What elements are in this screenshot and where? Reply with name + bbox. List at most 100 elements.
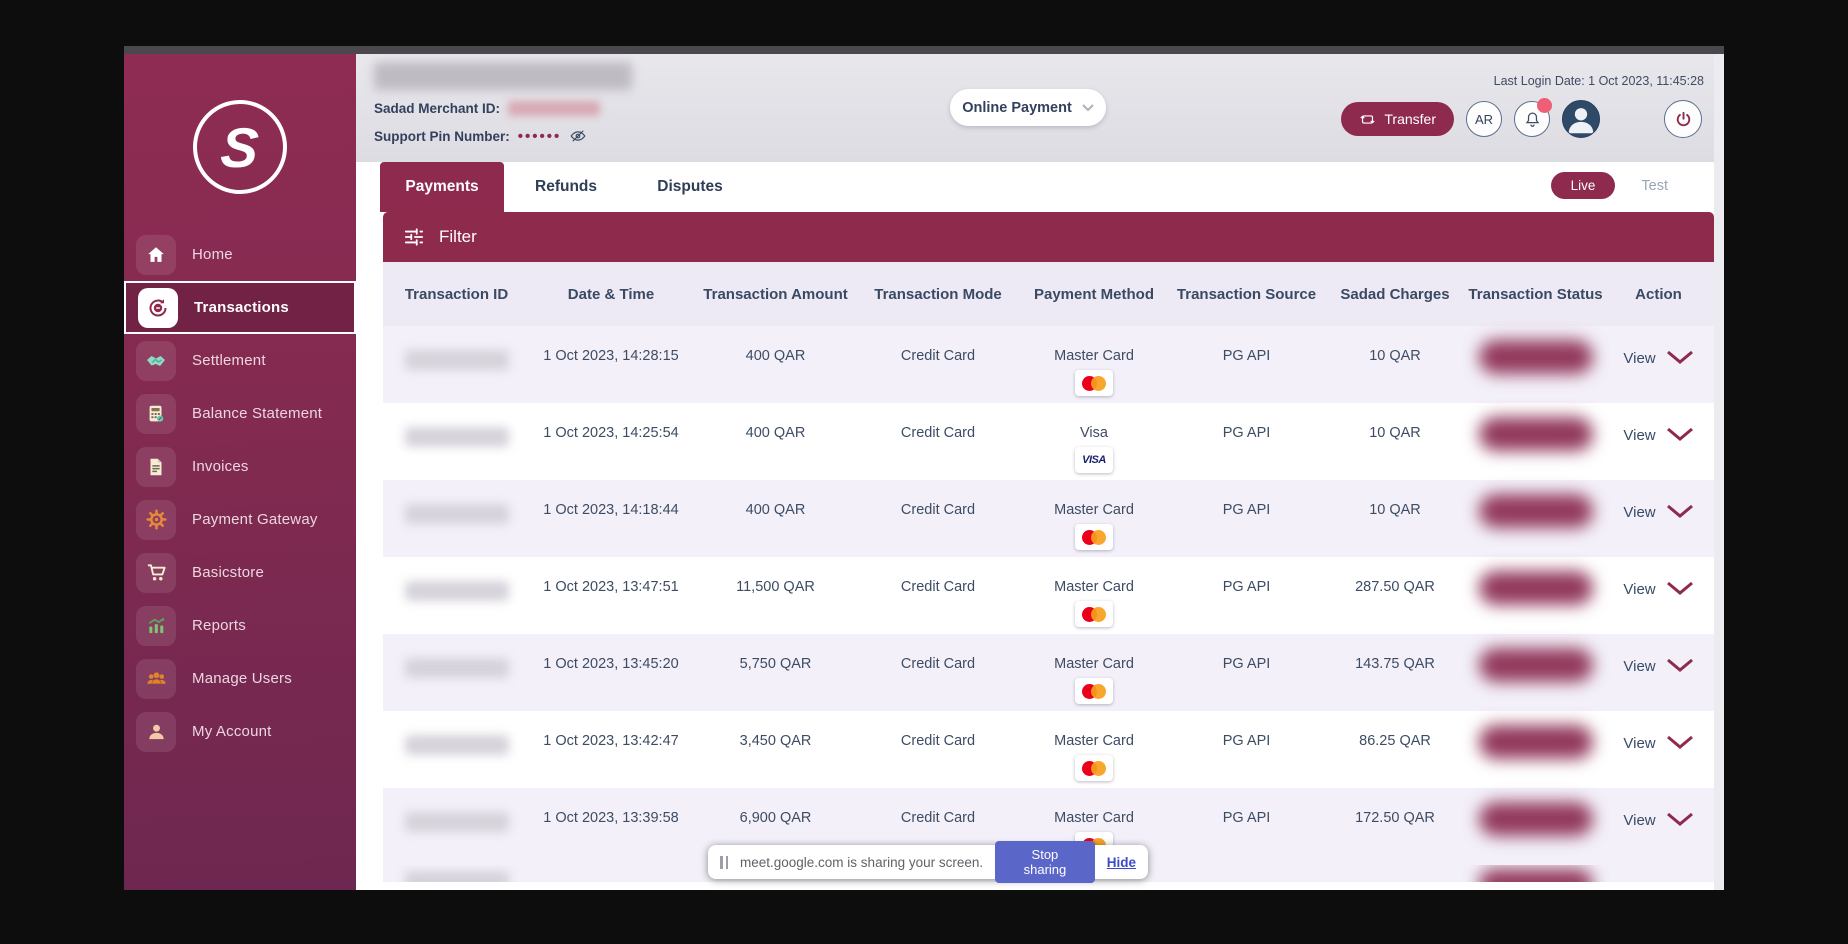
sidebar-item-label: Manage Users bbox=[192, 670, 292, 687]
transaction-id-redacted bbox=[404, 871, 509, 882]
card-brand-icon: VISA bbox=[1075, 678, 1113, 704]
sidebar-item-transactions[interactable]: Transactions bbox=[124, 281, 356, 334]
env-live-button[interactable]: Live bbox=[1550, 172, 1616, 199]
filter-bar[interactable]: Filter bbox=[383, 212, 1714, 262]
sidebar-item-label: Transactions bbox=[194, 299, 289, 316]
sidebar-item-label: Invoices bbox=[192, 458, 249, 475]
status-redacted bbox=[1478, 869, 1593, 882]
tab-payments[interactable]: Payments bbox=[380, 162, 504, 212]
status-redacted bbox=[1478, 725, 1593, 759]
transaction-id-redacted bbox=[404, 735, 509, 755]
cell-datetime: 1 Oct 2023, 13:39:58 bbox=[543, 810, 679, 826]
view-action[interactable]: View bbox=[1603, 788, 1714, 865]
cell-mode: Credit Card bbox=[900, 579, 976, 595]
cell-mode: Credit Card bbox=[900, 425, 976, 441]
tab-refunds[interactable]: Refunds bbox=[535, 178, 597, 195]
table-row: 1 Oct 2023, 14:28:15 400 QAR Credit Card… bbox=[383, 326, 1714, 403]
cell-payment-method: Master Card VISA bbox=[1017, 634, 1171, 711]
home-icon bbox=[136, 234, 176, 275]
chevron-down-icon bbox=[1666, 812, 1693, 826]
transaction-id-redacted bbox=[404, 658, 509, 678]
view-label: View bbox=[1623, 504, 1656, 521]
sidebar-item-basicstore[interactable]: Basicstore bbox=[124, 546, 356, 599]
invoices-icon bbox=[136, 446, 176, 487]
eye-off-icon[interactable] bbox=[569, 127, 587, 145]
sidebar-item-manage-users[interactable]: Manage Users bbox=[124, 652, 356, 705]
view-action[interactable]: View bbox=[1603, 480, 1714, 557]
transaction-id-redacted bbox=[404, 504, 509, 524]
table-row: 1 Oct 2023, 13:47:51 11,500 QAR Credit C… bbox=[383, 557, 1714, 634]
sidebar-item-label: Basicstore bbox=[192, 564, 265, 581]
language-toggle-button[interactable]: AR bbox=[1466, 101, 1502, 137]
stop-sharing-button[interactable]: Stop sharing bbox=[995, 841, 1095, 883]
sidebar-item-home[interactable]: Home bbox=[124, 228, 356, 281]
logo-circle-icon: S bbox=[193, 100, 287, 194]
window-top-strip bbox=[124, 46, 1724, 54]
view-label: View bbox=[1623, 658, 1656, 675]
view-action[interactable]: View bbox=[1603, 634, 1714, 711]
view-label: View bbox=[1623, 812, 1656, 829]
person-icon bbox=[1568, 108, 1594, 134]
logo-letter: S bbox=[219, 115, 261, 179]
cell-datetime: 1 Oct 2023, 14:28:15 bbox=[543, 348, 679, 364]
support-pin-label: Support Pin Number: bbox=[374, 128, 510, 144]
view-action[interactable]: View bbox=[1603, 557, 1714, 634]
tab-disputes[interactable]: Disputes bbox=[657, 178, 723, 195]
environment-toggle: Live Test bbox=[1550, 172, 1668, 199]
share-message: meet.google.com is sharing your screen. bbox=[740, 854, 984, 870]
chevron-down-icon bbox=[1666, 427, 1693, 441]
cell-mode: Credit Card bbox=[900, 348, 976, 364]
view-action[interactable]: View bbox=[1603, 403, 1714, 480]
table-row: 1 Oct 2023, 13:45:20 5,750 QAR Credit Ca… bbox=[383, 634, 1714, 711]
cell-datetime: 1 Oct 2023, 13:45:20 bbox=[543, 656, 679, 672]
language-badge: AR bbox=[1474, 111, 1494, 127]
screen-share-bar: meet.google.com is sharing your screen. … bbox=[708, 841, 1148, 883]
chevron-down-icon bbox=[1666, 350, 1693, 364]
transaction-id-redacted bbox=[404, 581, 509, 601]
table-row: 1 Oct 2023, 14:25:54 400 QAR Credit Card… bbox=[383, 403, 1714, 480]
transaction-id-redacted bbox=[404, 350, 509, 370]
cell-payment-method: Master Card VISA bbox=[1017, 557, 1171, 634]
sidebar-item-label: Balance Statement bbox=[192, 405, 323, 422]
sidebar-item-invoices[interactable]: Invoices bbox=[124, 440, 356, 493]
sidebar-item-my-account[interactable]: My Account bbox=[124, 705, 356, 758]
cell-source: PG API bbox=[1222, 502, 1271, 518]
sidebar-item-balance-statement[interactable]: Balance Statement bbox=[124, 387, 356, 440]
logout-power-button[interactable] bbox=[1664, 100, 1702, 138]
cell-amount: 11,500 QAR bbox=[736, 579, 815, 595]
notifications-button[interactable] bbox=[1514, 98, 1552, 137]
cell-charges: 86.25 QAR bbox=[1359, 733, 1431, 749]
brand-logo: S bbox=[124, 54, 356, 228]
transaction-id-redacted bbox=[404, 812, 509, 832]
cell-charges: 10 QAR bbox=[1369, 425, 1421, 441]
settlement-handshake-icon bbox=[136, 340, 176, 381]
cell-datetime: 1 Oct 2023, 14:18:44 bbox=[543, 502, 679, 518]
sidebar-item-reports[interactable]: Reports bbox=[124, 599, 356, 652]
table-row: 1 Oct 2023, 14:18:44 400 QAR Credit Card… bbox=[383, 480, 1714, 557]
cell-mode: Credit Card bbox=[900, 810, 976, 826]
view-action[interactable]: View bbox=[1603, 326, 1714, 403]
hide-link[interactable]: Hide bbox=[1106, 854, 1136, 870]
col-payment-method: Payment Method bbox=[1033, 285, 1154, 303]
transfer-button[interactable]: Transfer bbox=[1341, 102, 1454, 136]
status-redacted bbox=[1478, 417, 1593, 451]
card-brand-icon: VISA bbox=[1075, 370, 1113, 396]
sidebar-item-settlement[interactable]: Settlement bbox=[124, 334, 356, 387]
profile-avatar[interactable] bbox=[1562, 100, 1600, 138]
view-action[interactable]: View bbox=[1603, 711, 1714, 788]
status-redacted bbox=[1478, 571, 1593, 605]
scrollbar-track[interactable] bbox=[1714, 54, 1724, 890]
cell-payment-method: Master Card VISA bbox=[1017, 326, 1171, 403]
col-action: Action bbox=[1635, 285, 1682, 303]
card-brand-icon: VISA bbox=[1075, 524, 1113, 550]
header-actions: Transfer AR bbox=[1341, 98, 1702, 138]
sidebar-item-payment-gateway[interactable]: Payment Gateway bbox=[124, 493, 356, 546]
tab-bar: Payments Refunds Disputes Live Test bbox=[356, 162, 1714, 212]
env-test-button[interactable]: Test bbox=[1641, 177, 1668, 194]
pause-icon bbox=[720, 855, 728, 869]
col-transaction-id: Transaction ID bbox=[404, 285, 509, 303]
col-sadad-charges: Sadad Charges bbox=[1340, 285, 1450, 303]
view-label: View bbox=[1623, 735, 1656, 752]
table-header-row: Transaction ID Date & Time Transaction A… bbox=[383, 262, 1714, 326]
payment-type-dropdown[interactable]: Online Payment bbox=[950, 89, 1106, 126]
